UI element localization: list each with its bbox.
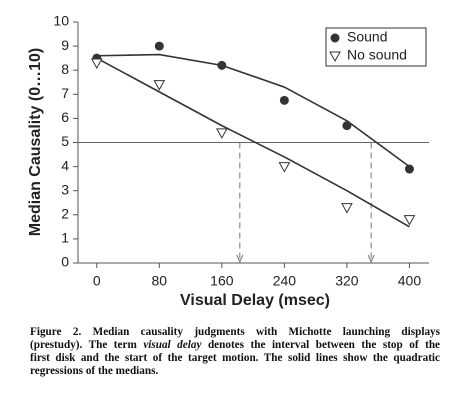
point — [404, 164, 414, 174]
caption-text: denotes the interval between the stop of… — [207, 339, 441, 351]
point — [403, 215, 416, 226]
legend-box — [325, 27, 427, 67]
legend-label: No sound — [347, 47, 407, 63]
caption-line: regressions of the medians. — [30, 365, 159, 377]
y-tick-label: 1 — [61, 230, 69, 246]
x-tick-label: 400 — [398, 273, 422, 289]
legend-marker — [329, 51, 341, 63]
x-tick-label: 160 — [210, 273, 234, 289]
y-tick-label: 2 — [61, 206, 69, 222]
caption-line: (prestudy). The term visual delay denote… — [30, 339, 440, 352]
point — [342, 121, 352, 131]
x-tick-label: 320 — [335, 273, 359, 289]
x-tick-label: 0 — [93, 273, 101, 289]
legend-marker — [330, 33, 340, 43]
y-tick-label: 3 — [61, 181, 69, 197]
legend-label: Sound — [347, 29, 387, 45]
caption-italic: visual delay — [143, 339, 202, 351]
y-tick-label: 10 — [53, 13, 69, 29]
fit-line — [96, 53, 410, 168]
caption-line: first disk and the start of the target m… — [30, 352, 440, 364]
x-axis-title: Visual Delay (msec) — [180, 292, 330, 309]
x-tick-label: 80 — [152, 273, 168, 289]
y-tick-label: 4 — [61, 157, 69, 173]
y-axis-title: Median Causality (0…10) — [27, 48, 44, 237]
point — [215, 128, 228, 139]
x-tick-label: 240 — [273, 273, 297, 289]
point — [279, 95, 289, 105]
point — [90, 58, 103, 69]
crossing-arrow — [367, 254, 375, 264]
crossing-arrow — [236, 254, 244, 264]
point — [341, 203, 353, 214]
y-tick-label: 6 — [61, 109, 69, 125]
point — [217, 60, 227, 70]
point — [154, 41, 164, 51]
fit-line — [96, 57, 410, 228]
point — [278, 162, 291, 173]
chart: Visual Delay (msec) Median Causality (0…… — [27, 13, 429, 309]
caption-line: Figure 2. Median causality judgments wit… — [30, 326, 440, 338]
y-tick-label: 5 — [61, 133, 69, 149]
y-tick-label: 9 — [61, 37, 69, 53]
y-tick-label: 8 — [61, 61, 69, 77]
point — [153, 80, 166, 91]
caption: Figure 2. Median causality judgments wit… — [30, 326, 440, 378]
y-tick-label: 0 — [61, 254, 69, 270]
caption-text: (prestudy). The term — [30, 339, 137, 351]
y-tick-label: 7 — [61, 85, 69, 101]
